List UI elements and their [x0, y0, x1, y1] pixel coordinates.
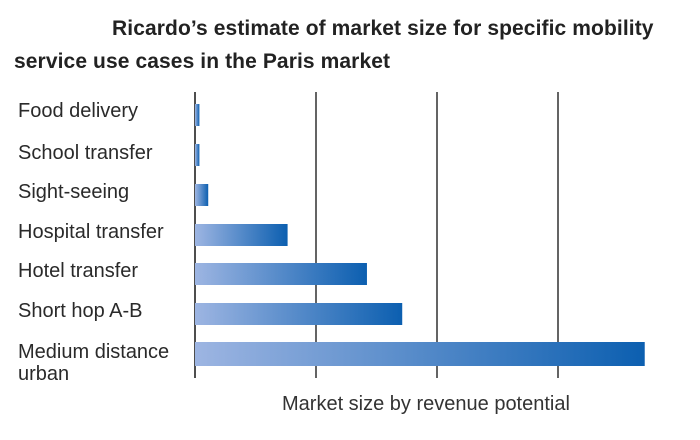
bar-hospital-transfer [195, 224, 288, 246]
bar-hotel-transfer [195, 263, 367, 285]
category-label: Sight-seeing [18, 181, 130, 203]
category-label: Hospital transfer [18, 221, 164, 243]
category-label: Medium distance urban [18, 341, 170, 385]
category-label: Food delivery [18, 100, 139, 122]
category-label: Hotel transfer [18, 260, 139, 282]
bar-sight-seeing [195, 184, 209, 206]
bar-short-hop-a-b [195, 303, 403, 325]
category-label: Short hop A-B [18, 300, 143, 322]
bar-school-transfer [195, 144, 200, 166]
bar-medium-distance-urban [195, 342, 645, 366]
x-axis-label: Market size by revenue potential [282, 393, 570, 415]
category-label: School transfer [18, 142, 153, 164]
bar-food-delivery [195, 104, 200, 126]
chart-title: Ricardo’s estimate of market size for sp… [14, 17, 654, 73]
